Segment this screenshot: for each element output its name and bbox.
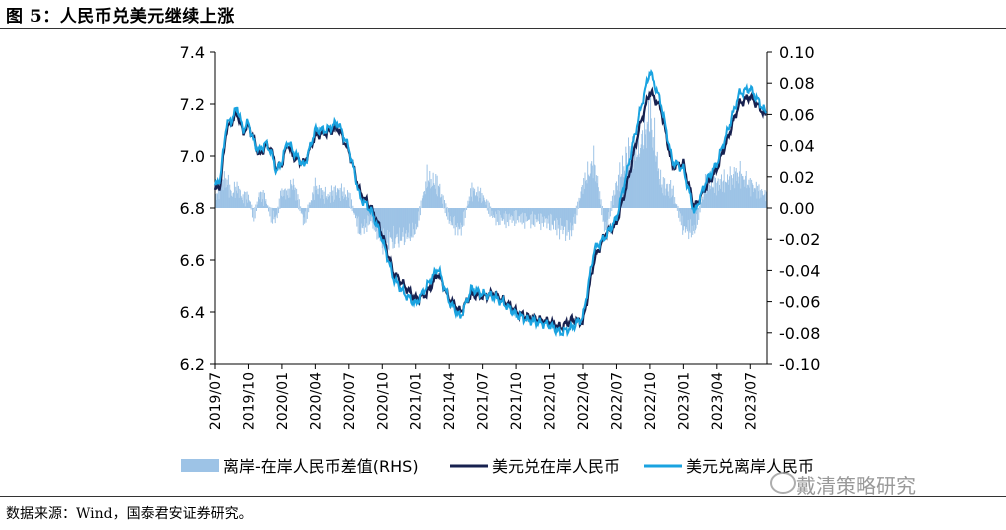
left-tick-label: 6.4 (180, 303, 205, 322)
right-tick-label: 0.04 (779, 137, 815, 156)
source-note: 数据来源：Wind，国泰君安证券研究。 (6, 506, 253, 522)
x-tick-label: 2022/01 (543, 372, 559, 430)
right-tick-label: -0.10 (779, 355, 820, 374)
x-tick-label: 2020/04 (308, 372, 324, 430)
left-tick-label: 7.0 (180, 147, 205, 166)
x-tick-label: 2019/10 (241, 372, 257, 430)
left-tick-label: 7.2 (180, 95, 205, 114)
offshore-line (214, 69, 768, 338)
right-tick-label: -0.04 (779, 261, 820, 280)
x-tick-label: 2023/04 (710, 372, 726, 430)
right-tick-label: -0.02 (779, 230, 820, 249)
x-tick-label: 2021/01 (409, 372, 425, 430)
x-tick-label: 2020/01 (275, 372, 291, 430)
right-tick-label: -0.08 (779, 324, 820, 343)
wechat-icon (770, 472, 796, 494)
legend-label-offshore: 美元兑离岸人民币 (686, 457, 814, 476)
right-tick-label: 0.10 (779, 43, 815, 62)
left-tick-label: 6.6 (180, 251, 205, 270)
right-tick-label: -0.06 (779, 293, 820, 312)
left-tick-labels: 7.4 7.2 7.0 6.8 6.6 6.4 6.2 (180, 43, 215, 374)
x-tick-label: 2020/07 (342, 372, 358, 430)
x-tick-label: 2023/01 (676, 372, 692, 430)
right-tick-label: 0.08 (779, 74, 815, 93)
right-tick-label: 0.06 (779, 105, 815, 124)
right-tick-label: 0.02 (779, 168, 815, 187)
legend-swatch-spread (181, 459, 219, 472)
legend-label-spread: 离岸-在岸人民币差值(RHS) (223, 457, 419, 476)
figure-title: 图 5：人民币兑美元继续上涨 (6, 7, 235, 27)
x-tick-label: 2019/07 (208, 372, 224, 430)
x-tick-label: 2023/07 (743, 372, 759, 430)
x-tick-label: 2022/10 (643, 372, 659, 430)
watermark-text: 戴清策略研究 (796, 474, 916, 498)
x-tick-label: 2022/04 (576, 372, 592, 430)
left-tick-label: 6.8 (180, 199, 205, 218)
legend: 离岸-在岸人民币差值(RHS) 美元兑在岸人民币 美元兑离岸人民币 (181, 457, 814, 476)
spread-bars (214, 92, 767, 255)
x-tick-label: 2021/07 (476, 372, 492, 430)
x-tick-label: 2021/04 (442, 372, 458, 430)
right-tick-label: 0.00 (779, 199, 815, 218)
x-tick-label: 2020/10 (375, 372, 391, 430)
bottom-rule (0, 496, 1006, 497)
left-tick-label: 6.2 (180, 355, 205, 374)
top-rule (0, 28, 1006, 29)
legend-label-onshore: 美元兑在岸人民币 (492, 457, 620, 476)
x-tick-labels: 2019/07 2019/10 2020/01 2020/04 2020/07 2020/… (208, 364, 759, 430)
x-tick-label: 2021/10 (509, 372, 525, 430)
left-tick-label: 7.4 (180, 43, 205, 62)
x-tick-label: 2022/07 (609, 372, 625, 430)
right-tick-labels: 0.10 0.08 0.06 0.04 0.02 0.00 -0.02 -0.04 -0.06 -… (767, 43, 820, 374)
